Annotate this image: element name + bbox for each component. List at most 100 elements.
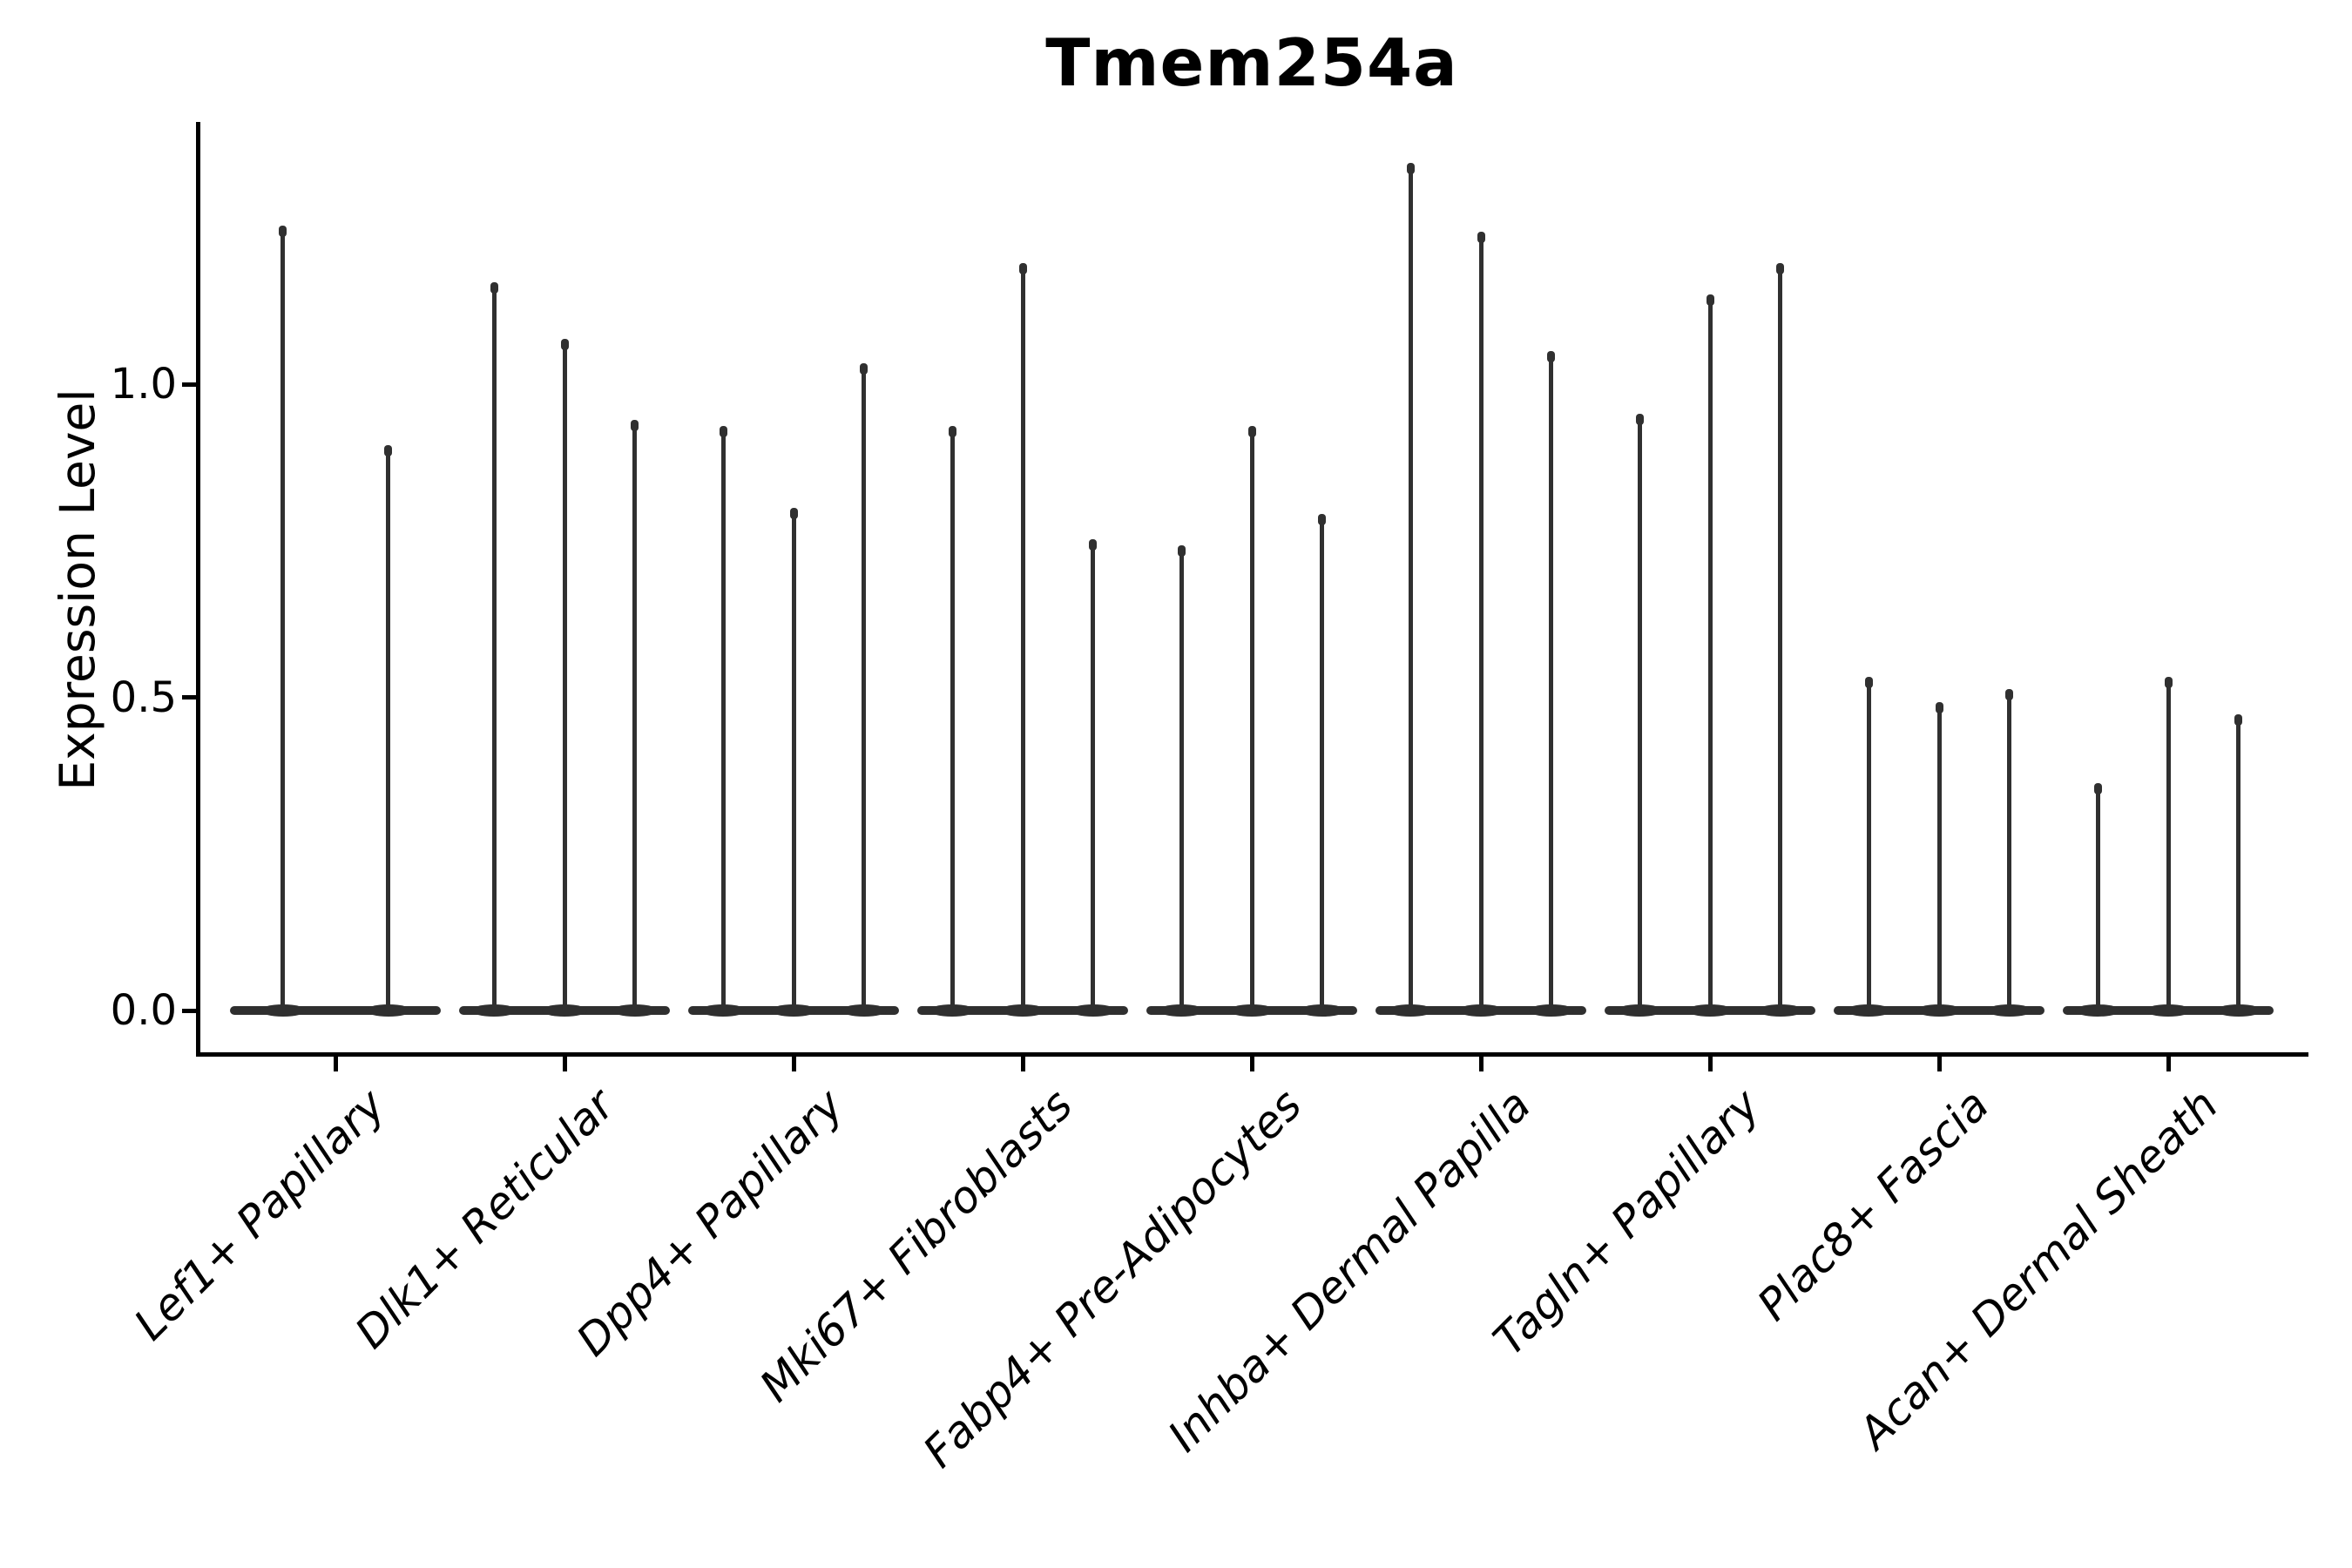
violin-base-bulge	[612, 1004, 658, 1017]
violin-spike	[2095, 785, 2100, 1010]
violin-base-bulge	[1687, 1004, 1733, 1017]
x-tick-label: Tagln+ Papillary	[1484, 1079, 1770, 1366]
y-tick-label: 0.0	[110, 986, 177, 1035]
violin-spike-tip	[1247, 426, 1256, 438]
violin-spike-tip	[1776, 263, 1785, 275]
violin-spike	[1549, 353, 1554, 1010]
violin-spike-tip	[1935, 701, 1943, 713]
violin-base-bulge	[2075, 1004, 2121, 1017]
x-tick	[1249, 1056, 1254, 1071]
violin-base-bulge	[700, 1004, 747, 1017]
violin-base-bulge	[929, 1004, 976, 1017]
violin-spike	[1320, 515, 1325, 1010]
violin-spike	[862, 365, 867, 1010]
violin-base-bulge	[471, 1004, 517, 1017]
violin-spike-tip	[2005, 689, 2014, 701]
violin-base-bulge	[1299, 1004, 1345, 1017]
violin-base-bulge	[260, 1004, 306, 1017]
violin-spike-tip	[1018, 263, 1027, 275]
violin-base-bulge	[1229, 1004, 1274, 1017]
violin-spike	[280, 227, 285, 1010]
violin-base-bulge	[1000, 1004, 1045, 1017]
x-tick-label: Fabp4+ Pre-Adipocytes	[913, 1079, 1312, 1477]
violin-spike	[1020, 265, 1025, 1010]
violin-spike-tip	[948, 426, 956, 438]
violin-spike	[2166, 678, 2171, 1010]
x-tick-label: Inhba+ Dermal Papilla	[1158, 1079, 1541, 1462]
violin-base-bulge	[771, 1004, 816, 1017]
violin-spike	[1707, 296, 1713, 1010]
violin-base-bulge	[1070, 1004, 1116, 1017]
violin-base-bulge	[365, 1004, 411, 1017]
y-tick	[182, 1008, 196, 1013]
x-tick	[1478, 1056, 1484, 1071]
y-tick	[182, 695, 196, 700]
x-axis-spine	[196, 1052, 2308, 1057]
violin-spike	[1478, 233, 1484, 1010]
violin-spike	[1778, 265, 1783, 1010]
violin-base-bulge	[1757, 1004, 1803, 1017]
violin-spike	[562, 340, 567, 1010]
violin-spike	[1408, 165, 1413, 1010]
x-tick-label: Plac8+ Fascia	[1747, 1079, 1999, 1331]
violin-spike-tip	[719, 426, 727, 438]
x-tick-label: Mki67+ Fibroblasts	[750, 1079, 1083, 1412]
y-tick-label: 1.0	[110, 360, 177, 409]
x-tick	[1936, 1056, 1942, 1071]
violin-spike	[491, 283, 497, 1010]
x-tick	[562, 1056, 567, 1071]
violin-spike-tip	[1477, 232, 1485, 244]
violin-spike	[1866, 678, 1871, 1010]
violin-spike	[1637, 415, 1642, 1010]
y-tick-label: 0.5	[110, 672, 177, 722]
violin-spike-tip	[279, 226, 287, 238]
x-tick-label: Dlk1+ Reticular	[345, 1079, 625, 1359]
violin-spike	[386, 446, 390, 1010]
violin-spike-tip	[789, 507, 798, 519]
violin-spike-tip	[1318, 513, 1327, 525]
x-tick	[791, 1056, 796, 1071]
violin-spike	[2236, 716, 2241, 1010]
violin-spike	[1091, 540, 1096, 1010]
violin-spike-tip	[1547, 351, 1556, 363]
violin-spike-tip	[560, 338, 569, 350]
violin-base-bulge	[2146, 1004, 2191, 1017]
violin-spike	[1179, 546, 1184, 1010]
violin-spike-tip	[631, 420, 639, 432]
violin-base-bulge	[1458, 1004, 1504, 1017]
violin-base-bulge	[2215, 1004, 2261, 1017]
violin-base-bulge	[542, 1004, 587, 1017]
x-tick	[333, 1056, 338, 1071]
violin-base-bulge	[841, 1004, 887, 1017]
violin-spike	[2007, 691, 2012, 1010]
violin-base-bulge	[1528, 1004, 1574, 1017]
violin-base-bulge	[1986, 1004, 2032, 1017]
violin-spike-tip	[1706, 294, 1714, 307]
x-tick	[1020, 1056, 1025, 1071]
violin-base-bulge	[1388, 1004, 1434, 1017]
violin-base-bulge	[1846, 1004, 1892, 1017]
violin-spike-tip	[2093, 783, 2102, 795]
violin-spike	[791, 509, 796, 1010]
violin-base-bulge	[1159, 1004, 1205, 1017]
violin-spike-tip	[490, 281, 498, 294]
violin-spike	[632, 422, 638, 1010]
violin-spike-tip	[860, 363, 868, 375]
violin-spike-tip	[1089, 538, 1098, 551]
y-axis-spine	[196, 122, 200, 1057]
violin-spike	[1249, 428, 1254, 1010]
y-axis-label: Expression Level	[50, 389, 105, 791]
x-tick	[2166, 1056, 2171, 1071]
violin-spike-tip	[1864, 676, 1873, 688]
violin-spike	[720, 428, 726, 1010]
violin-spike-tip	[1635, 413, 1644, 425]
y-tick	[182, 382, 196, 387]
violin-spike-tip	[2234, 714, 2243, 727]
violin-spike	[1936, 703, 1942, 1010]
x-tick	[1707, 1056, 1713, 1071]
violin-spike-tip	[1406, 163, 1415, 175]
violin-base-bulge	[1617, 1004, 1663, 1017]
chart-title: Tmem254a	[1045, 24, 1458, 101]
violin-spike-tip	[1177, 544, 1186, 557]
violin-base	[230, 1006, 441, 1015]
